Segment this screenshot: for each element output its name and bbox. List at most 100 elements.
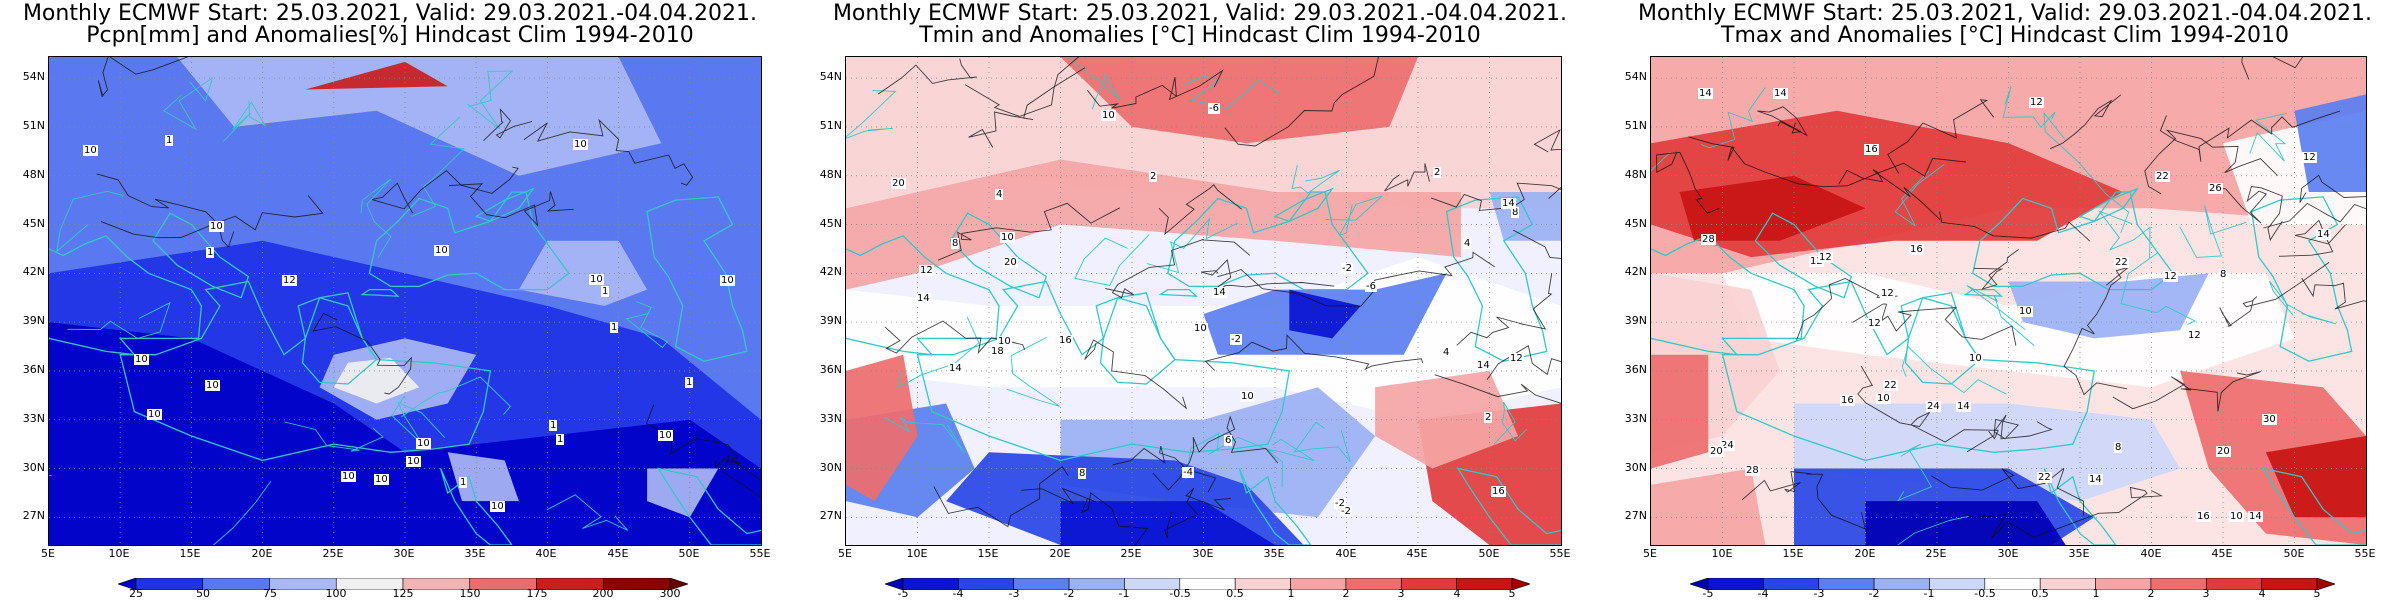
colorbar-swatches [117,577,689,591]
contour-label: 12 [2163,271,2178,282]
map-canvas [49,57,761,545]
coastline [1651,235,1805,356]
colorbar-label: -0.5 [1169,587,1191,600]
longitude-tick-label: 25E [322,547,344,560]
latitude-tick-label: 45N [819,217,842,230]
latitude-tick-label: 27N [1624,509,1647,522]
contour-label: 22 [2155,171,2170,182]
contour-label: 24 [1926,401,1941,412]
latitude-tick-label: 45N [22,217,45,230]
coastline [1099,292,1176,385]
latitude-tick-label: 39N [1624,314,1647,327]
contour-label: 10 [1000,232,1015,243]
longitude-tick-label: 25E [1120,547,1142,560]
coastline [1972,191,2174,291]
contour-label: 16 [1864,144,1879,155]
longitude-tick-label: 55E [2354,547,2376,560]
contour-label: 8 [951,238,960,249]
contour-label: 10 [83,145,98,156]
contour-label: 2 [1484,412,1493,423]
panel-precipitation: Monthly ECMWF Start: 25.03.2021, Valid: … [0,0,780,600]
longitude-tick-label: 10E [1711,547,1733,560]
contour-label: 1 [165,135,174,146]
contour-label: 10 [341,471,356,482]
contour-label: 2 [1149,171,1158,182]
contour-label: 12 [1880,288,1895,299]
contour-label: 10 [209,221,224,232]
colorbar-label: -5 [897,587,909,600]
latitude-tick-label: 27N [22,509,45,522]
precipitation-anomaly-map: 10 10 10 10 10 10 10 10 10 10 10 10 10 10 10 1 1 1 1 1 1 1 1 12 [48,56,762,546]
coastline [1456,467,1561,545]
contour-label: -4 [1182,467,1194,478]
coastline [657,467,761,545]
contour-label: 8 [2219,269,2228,280]
contour-label: 1 [610,322,619,333]
anomaly-region [1651,468,1766,545]
coastline [119,280,492,462]
panel-tmin: Monthly ECMWF Start: 25.03.2021, Valid: … [810,0,1590,600]
contour-label: 14 [916,293,931,304]
longitude-tick-label: 20E [1854,547,1876,560]
contour-label: 14 [1698,88,1713,99]
coastline [646,196,748,362]
contour-label: 14 [1476,360,1491,371]
latitude-tick-label: 36N [1624,363,1647,376]
coastline [949,212,1047,299]
longitude-tick-label: 5E [41,547,55,560]
colorbar-label: -2 [1063,587,1075,600]
tmax-colorbar [1689,575,2336,591]
colorbar-label: 125 [392,587,414,600]
contour-label: 30 [2262,414,2277,425]
contour-label: 26 [2208,183,2223,194]
contour-label: -2 [1334,498,1346,509]
colorbar-label: 50 [196,587,210,600]
precipitation-colorbar [117,575,689,591]
latitude-tick-label: 48N [819,168,842,181]
contour-label: 10 [1193,323,1208,334]
contour-label: 28 [1745,465,1760,476]
coastline [1158,288,1199,297]
contour-label: 1 [206,247,215,258]
anomaly-region [2294,94,2366,192]
contour-label: -2 [1340,506,1352,517]
colorbar-label: 3 [2202,587,2210,600]
colorbar-label: 0.5 [2031,587,2049,600]
anomaly-region [1865,501,2066,545]
contour-label: 12 [1867,318,1882,329]
colorbar-label: 2 [2147,587,2155,600]
contour-label: 14 [2088,474,2103,485]
contour-label: -2 [1230,334,1242,345]
contour-label: 16 [1491,486,1506,497]
contour-label: 22 [1883,380,1898,391]
coastline [49,235,203,356]
contour-label: 12 [2302,152,2317,163]
latitude-tick-label: 27N [819,509,842,522]
colorbar-label: 4 [2258,587,2266,600]
latitude-tick-label: 36N [22,363,45,376]
latitude-tick-label: 51N [1624,119,1647,132]
longitude-tick-label: 35E [1263,547,1285,560]
longitude-tick-label: 35E [464,547,486,560]
contour-label: 14 [2316,229,2331,240]
colorbar-label: -5 [1702,587,1714,600]
coastline [1167,191,1369,291]
colorbar-label: 1 [1287,587,1295,600]
contour-label: 16 [1058,335,1073,346]
longitude-tick-label: 10E [906,547,928,560]
contour-label: 10 [490,501,505,512]
contour-label: 12 [2187,330,2202,341]
contour-label: 14 [1501,198,1516,209]
contour-label: 20 [891,178,906,189]
longitude-tick-label: 30E [1997,547,2019,560]
colorbar-label: -3 [1008,587,1020,600]
anomaly-region [177,57,662,176]
panel-tmax: Monthly ECMWF Start: 25.03.2021, Valid: … [1615,0,2395,600]
latitude-tick-label: 33N [22,412,45,425]
colorbar-label: -4 [1757,587,1769,600]
coastline [474,187,536,222]
colorbar-label: 0.5 [1226,587,1244,600]
latitude-tick-label: 54N [1624,70,1647,83]
latitude-tick-label: 30N [1624,461,1647,474]
contour-label: 18 [990,346,1005,357]
